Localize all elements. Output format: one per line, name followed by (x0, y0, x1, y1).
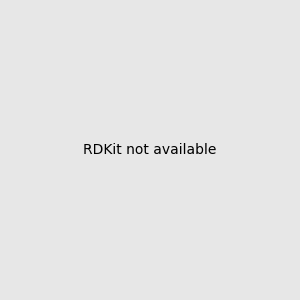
Text: RDKit not available: RDKit not available (83, 143, 217, 157)
